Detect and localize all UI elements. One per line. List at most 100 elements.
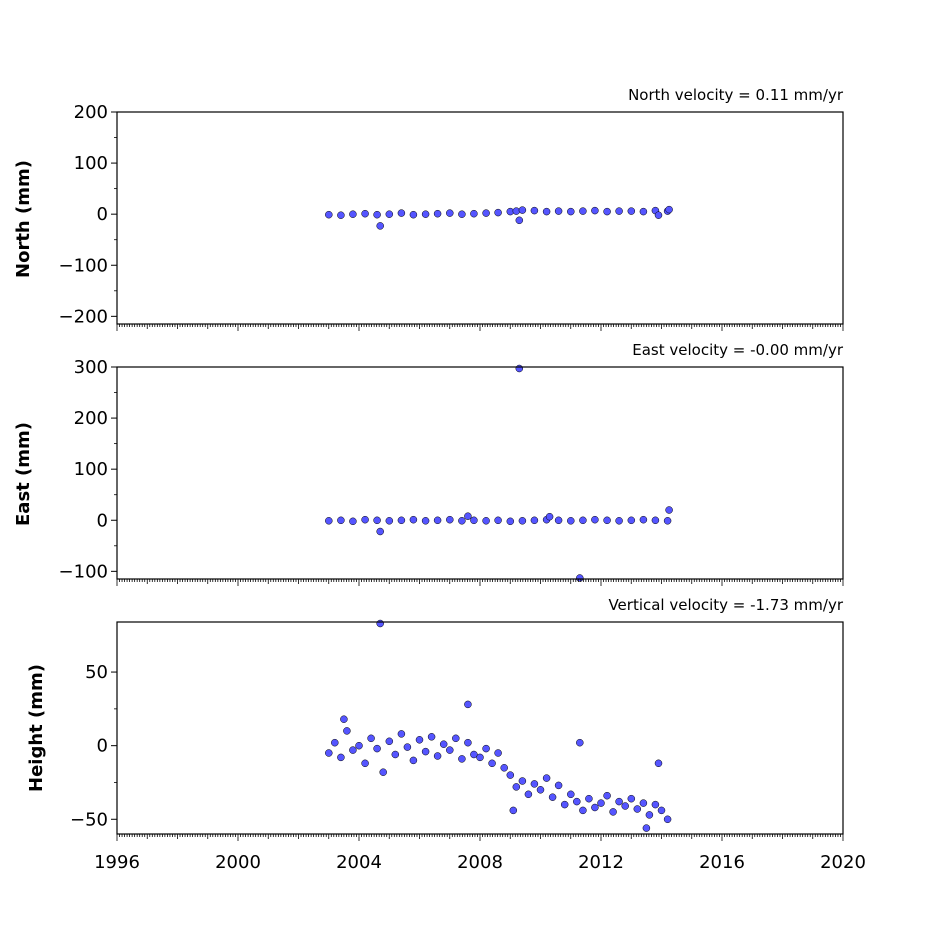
height-data-point	[567, 790, 575, 799]
east-velocity-title: East velocity = -0.00 mm/yr	[632, 341, 844, 359]
north-velocity-title: North velocity = 0.11 mm/yr	[628, 86, 844, 104]
north-data-point	[567, 207, 575, 216]
north-data-point	[494, 208, 502, 217]
height-data-point	[340, 715, 348, 723]
north-axes-frame	[116, 111, 844, 325]
north-data-point	[397, 209, 406, 217]
height-data-point	[509, 806, 518, 815]
height-data-point	[657, 806, 666, 815]
height-data-point	[663, 815, 672, 824]
east-y-tick-label: 0	[97, 510, 108, 531]
height-data-point	[476, 753, 484, 762]
height-data-point	[651, 800, 660, 809]
north-data-point	[349, 210, 357, 218]
height-data-point	[433, 752, 442, 760]
x-tick-label: 2020	[820, 852, 866, 873]
height-data-point	[379, 768, 387, 776]
height-data-point	[576, 738, 584, 747]
height-data-point	[645, 811, 654, 819]
east-data-point	[361, 515, 369, 524]
height-data-point	[506, 771, 515, 779]
east-data-point	[506, 517, 515, 526]
east-data-point	[515, 364, 524, 373]
height-data-point	[585, 794, 593, 803]
north-axes: 200 100 0 −100 −200	[59, 102, 844, 331]
north-data-point	[639, 207, 648, 216]
east-data-point	[567, 517, 575, 525]
height-data-point	[446, 746, 454, 754]
east-data-point	[397, 516, 406, 525]
height-data-point	[615, 797, 623, 806]
east-y-tick-label: 200	[74, 408, 108, 429]
height-axes: 50 0 −50 1996 2000 2004 2008 2012 2016 2020	[70, 662, 866, 873]
east-data-point	[603, 516, 611, 525]
east-data-point	[349, 517, 357, 526]
north-data-point	[373, 210, 381, 219]
height-data-point	[391, 750, 400, 759]
east-data-point	[530, 516, 539, 525]
east-data-point	[663, 517, 672, 525]
north-data-point	[654, 211, 663, 219]
height-data-point	[439, 740, 448, 748]
east-data-point	[337, 516, 345, 525]
north-y-tick-label: −200	[59, 306, 108, 327]
height-data-point	[373, 744, 381, 753]
east-panel: East velocity = -0.00 mm/yr East (mm) 30…	[13, 341, 844, 586]
east-y-tick-label: 300	[74, 357, 108, 378]
height-data-point	[349, 746, 357, 754]
east-y-tick-label: 100	[74, 459, 108, 480]
north-data-point	[591, 206, 599, 215]
north-data-point	[518, 206, 527, 214]
x-tick-label: 2000	[215, 852, 261, 873]
east-data-point	[409, 515, 418, 524]
north-data-point	[554, 207, 563, 215]
east-data-point	[554, 516, 563, 525]
east-axes-frame	[116, 366, 844, 580]
north-data-point	[615, 207, 623, 215]
east-data-point	[615, 517, 623, 525]
east-data-point	[651, 516, 660, 525]
height-data-point	[560, 800, 569, 809]
north-data-point	[361, 209, 369, 218]
height-y-tick-label: −50	[70, 809, 108, 830]
east-data-point	[545, 512, 554, 521]
height-y-tick-label: 50	[85, 662, 108, 683]
height-data-point	[579, 806, 587, 815]
height-data-point	[458, 755, 466, 763]
north-y-tick-label: 100	[74, 153, 108, 174]
height-data-point	[603, 791, 611, 800]
east-data-point	[482, 517, 490, 525]
height-data-point	[542, 774, 551, 782]
north-data-point	[433, 209, 442, 218]
height-data-point	[591, 803, 599, 812]
north-data-point	[603, 207, 611, 216]
height-data-point	[573, 797, 581, 806]
east-data-point	[579, 516, 587, 525]
height-data-point	[500, 764, 508, 772]
height-data-point	[427, 733, 436, 741]
height-data-point	[639, 799, 648, 807]
height-y-axis-label: Height (mm)	[26, 664, 47, 792]
height-data-point	[633, 805, 642, 813]
height-data-point	[452, 734, 460, 743]
height-data-point	[464, 700, 472, 709]
east-data-point	[458, 517, 466, 525]
height-panel: Vertical velocity = -1.73 mm/yr Height (…	[26, 596, 866, 873]
north-data-point	[446, 209, 454, 217]
height-data-point	[355, 741, 363, 750]
north-data-point	[542, 207, 551, 216]
height-data-point	[597, 799, 605, 807]
north-y-tick-label: 0	[97, 204, 108, 225]
north-panel: North velocity = 0.11 mm/yr North (mm) 2…	[13, 86, 844, 331]
north-data-point	[376, 222, 384, 230]
height-data-point	[548, 793, 557, 801]
east-data-point	[433, 516, 442, 525]
north-y-axis-label: North (mm)	[13, 160, 34, 278]
height-data-point	[627, 794, 636, 803]
height-data-point	[609, 808, 617, 816]
height-data-point	[494, 749, 502, 757]
east-data-point	[639, 515, 648, 524]
height-data-point	[554, 781, 563, 790]
east-data-point	[376, 527, 384, 536]
